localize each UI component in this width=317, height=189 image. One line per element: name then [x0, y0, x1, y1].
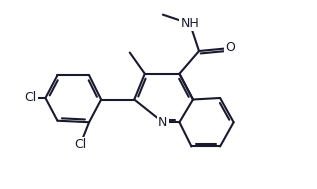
Text: O: O — [226, 41, 236, 54]
Text: NH: NH — [181, 17, 199, 30]
Text: NH: NH — [181, 17, 199, 30]
Text: Cl: Cl — [74, 139, 86, 151]
Text: N: N — [158, 116, 168, 129]
Text: Cl: Cl — [24, 91, 36, 105]
Text: Cl: Cl — [74, 139, 86, 151]
Text: Cl: Cl — [24, 91, 36, 105]
Text: N: N — [158, 116, 168, 129]
Text: O: O — [226, 41, 236, 54]
